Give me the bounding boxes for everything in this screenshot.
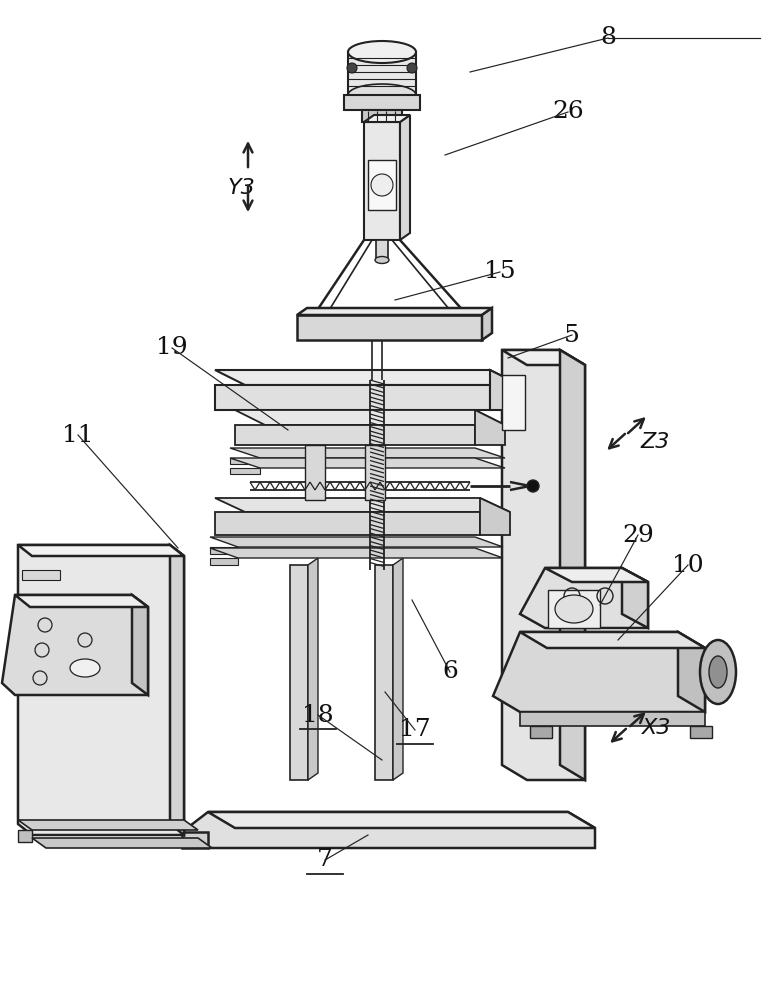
Polygon shape xyxy=(210,548,503,558)
Ellipse shape xyxy=(348,41,416,63)
Polygon shape xyxy=(560,350,585,780)
Polygon shape xyxy=(622,568,648,628)
Text: 5: 5 xyxy=(564,324,580,347)
Ellipse shape xyxy=(709,656,727,688)
Polygon shape xyxy=(493,632,705,712)
Polygon shape xyxy=(520,568,648,628)
Text: 15: 15 xyxy=(485,260,515,284)
Polygon shape xyxy=(305,445,325,500)
Text: Y3: Y3 xyxy=(228,178,255,198)
Polygon shape xyxy=(132,595,148,695)
Text: 7: 7 xyxy=(317,848,333,871)
Polygon shape xyxy=(393,558,403,780)
Polygon shape xyxy=(364,122,400,240)
Polygon shape xyxy=(290,565,308,780)
Polygon shape xyxy=(182,832,208,848)
Polygon shape xyxy=(364,115,410,122)
Polygon shape xyxy=(482,308,492,340)
Polygon shape xyxy=(32,838,212,848)
Ellipse shape xyxy=(375,256,389,263)
Ellipse shape xyxy=(555,595,593,623)
Ellipse shape xyxy=(348,84,416,106)
Polygon shape xyxy=(297,308,492,315)
Polygon shape xyxy=(365,445,385,500)
Polygon shape xyxy=(368,160,396,210)
Polygon shape xyxy=(502,375,525,430)
Circle shape xyxy=(407,63,417,73)
Polygon shape xyxy=(18,820,198,830)
Ellipse shape xyxy=(700,640,736,704)
Polygon shape xyxy=(235,410,505,425)
Polygon shape xyxy=(475,410,505,445)
Text: 8: 8 xyxy=(600,26,616,49)
Text: Z3: Z3 xyxy=(640,432,670,452)
Circle shape xyxy=(527,480,539,492)
Polygon shape xyxy=(210,558,238,565)
Polygon shape xyxy=(548,590,600,628)
Circle shape xyxy=(347,63,357,73)
Polygon shape xyxy=(215,370,520,385)
Text: 6: 6 xyxy=(442,660,458,684)
Polygon shape xyxy=(480,498,510,535)
Polygon shape xyxy=(215,498,510,512)
Polygon shape xyxy=(502,350,585,365)
Polygon shape xyxy=(375,565,393,780)
Polygon shape xyxy=(344,95,420,110)
Polygon shape xyxy=(348,52,416,95)
Polygon shape xyxy=(2,595,148,695)
Text: 29: 29 xyxy=(622,524,654,546)
Polygon shape xyxy=(520,712,705,726)
Polygon shape xyxy=(490,370,520,410)
Polygon shape xyxy=(520,632,705,648)
Text: X3: X3 xyxy=(642,718,671,738)
Polygon shape xyxy=(376,240,388,260)
Polygon shape xyxy=(230,458,260,464)
Text: 19: 19 xyxy=(156,336,188,360)
Polygon shape xyxy=(400,115,410,240)
Polygon shape xyxy=(502,350,585,780)
Polygon shape xyxy=(18,830,32,842)
Polygon shape xyxy=(215,512,480,535)
Ellipse shape xyxy=(70,659,100,677)
Polygon shape xyxy=(170,545,184,835)
Polygon shape xyxy=(208,812,595,828)
Polygon shape xyxy=(22,570,60,580)
Polygon shape xyxy=(182,812,595,848)
Polygon shape xyxy=(690,726,712,738)
Polygon shape xyxy=(215,385,490,410)
Polygon shape xyxy=(210,537,503,547)
Polygon shape xyxy=(15,595,148,607)
Polygon shape xyxy=(18,545,184,556)
Polygon shape xyxy=(530,726,552,738)
Polygon shape xyxy=(230,458,505,468)
Polygon shape xyxy=(230,448,505,458)
Polygon shape xyxy=(308,558,318,780)
Polygon shape xyxy=(235,425,475,445)
Text: 10: 10 xyxy=(672,554,704,576)
Polygon shape xyxy=(678,632,705,712)
Text: 18: 18 xyxy=(302,704,334,726)
Polygon shape xyxy=(18,545,184,835)
Text: 11: 11 xyxy=(62,424,94,446)
Polygon shape xyxy=(545,568,648,582)
Polygon shape xyxy=(230,468,260,474)
Text: 26: 26 xyxy=(552,101,584,123)
Polygon shape xyxy=(210,547,238,554)
Text: 17: 17 xyxy=(399,718,431,742)
Ellipse shape xyxy=(371,174,393,196)
Polygon shape xyxy=(362,110,402,122)
Polygon shape xyxy=(297,315,482,340)
